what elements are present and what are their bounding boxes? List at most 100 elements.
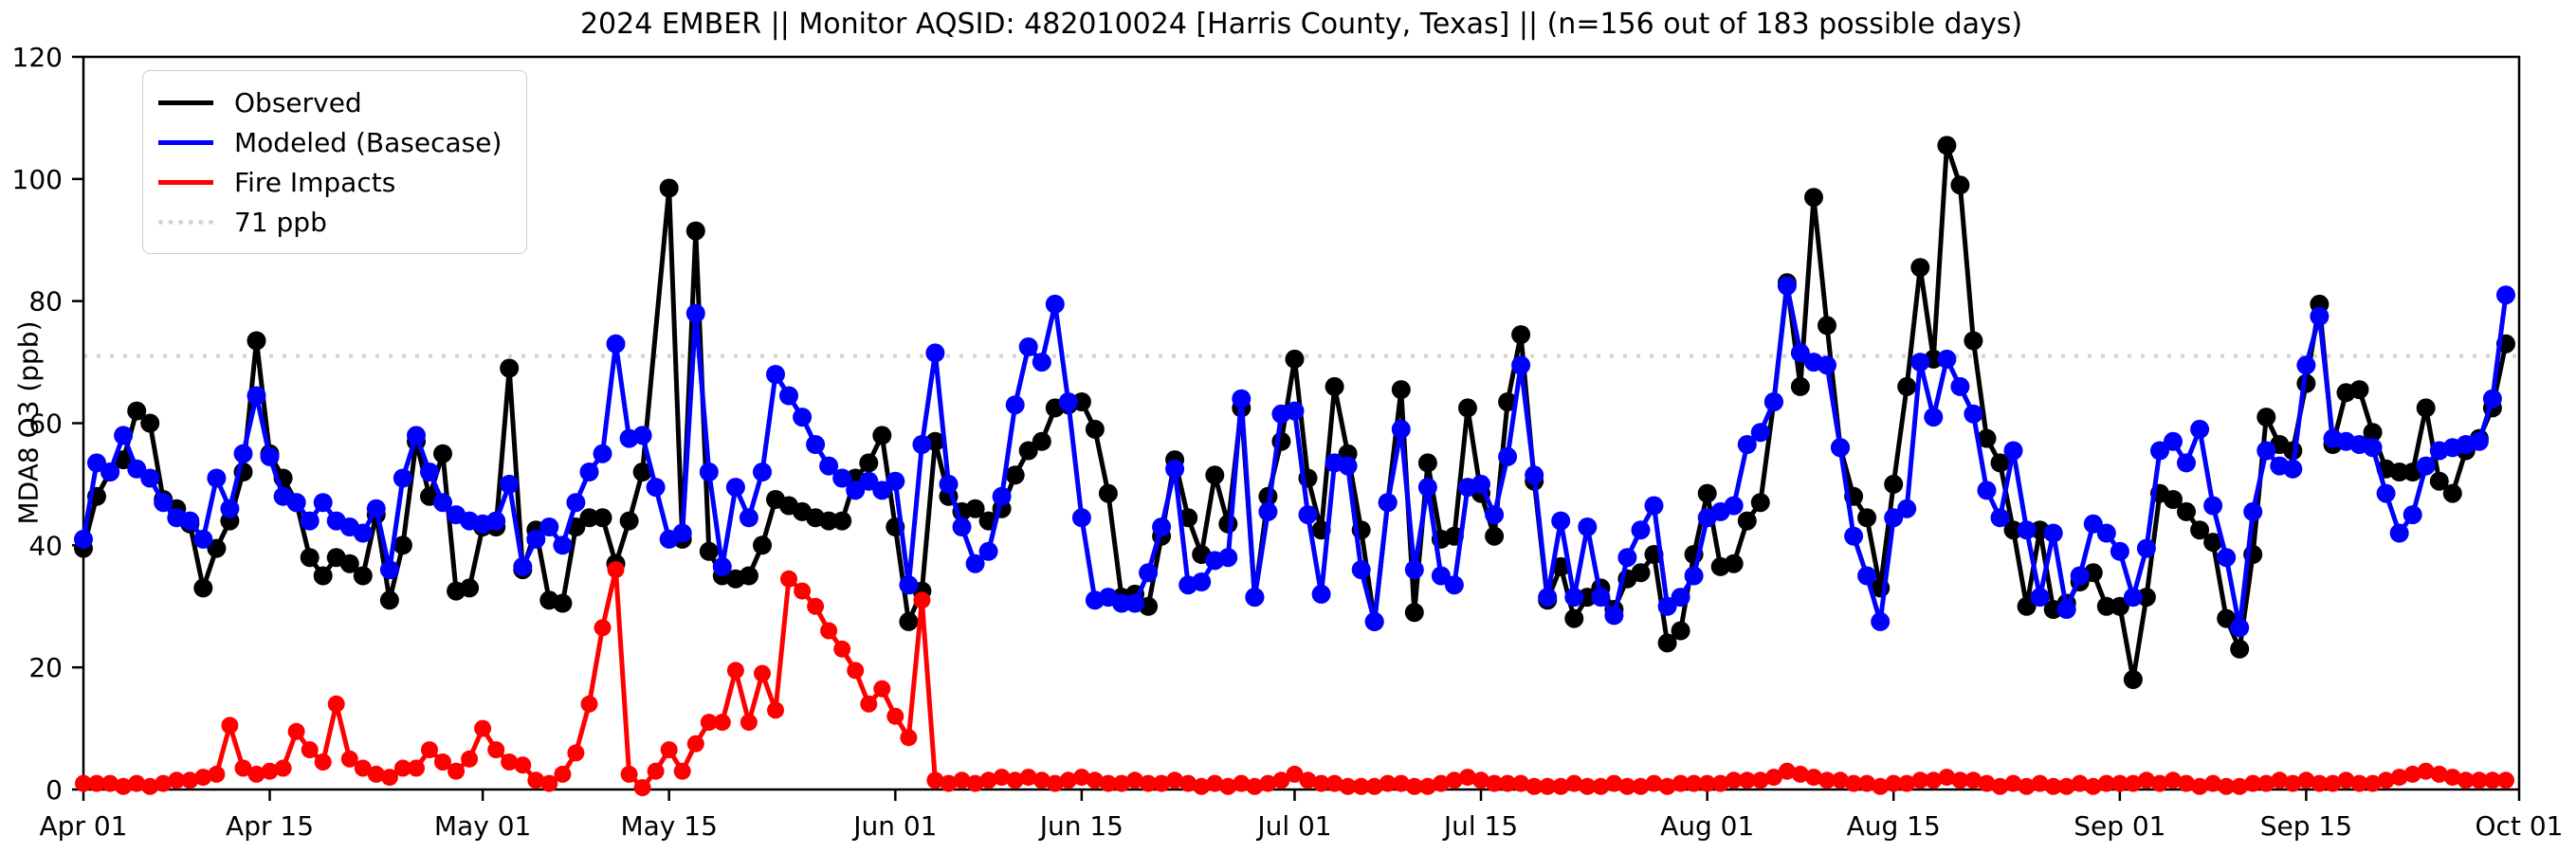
modeled-basecase--marker [1950,376,1970,396]
modeled-basecase--marker [1338,456,1358,476]
observed-marker [1458,398,1477,418]
fire-impacts-marker [1539,777,1557,795]
fire-impacts-marker [1259,774,1277,792]
observed-marker [1897,376,1917,396]
fire-impacts-marker [594,619,612,637]
x-tick-label: Apr 01 [40,810,128,842]
fire-impacts-marker [115,777,133,795]
observed-marker [1990,453,2010,473]
fire-impacts-marker [567,744,585,762]
observed-marker [500,358,520,378]
observed-marker [1737,511,1757,531]
fire-impacts-marker [1698,774,1716,792]
observed-marker [819,511,839,531]
modeled-basecase--marker [806,435,826,454]
observed-marker [1098,483,1118,503]
modeled-basecase--marker [500,474,520,494]
observed-marker [140,413,160,433]
modeled-basecase--marker [2296,355,2316,375]
fire-impacts-marker [1113,774,1130,792]
observed-marker [247,331,266,351]
observed-marker [1578,588,1598,608]
modeled-basecase--marker [766,365,785,384]
modeled-basecase--marker [1404,560,1424,580]
fire-impacts-marker [155,774,173,792]
fire-impacts-marker [1526,777,1544,795]
observed-marker [2177,501,2196,521]
modeled-basecase--marker [247,386,266,406]
observed-marker [2017,596,2037,616]
fire-impacts-marker [1006,771,1024,789]
fire-impacts-marker [2165,771,2182,789]
fire-impacts-marker [2311,774,2329,792]
fire-impacts-marker [660,741,678,759]
modeled-basecase--marker [872,481,892,500]
modeled-basecase--marker [1763,392,1783,411]
fire-impacts-marker [2110,774,2128,792]
x-tick-label: May 15 [620,810,717,842]
fire-impacts-marker [2218,777,2236,795]
modeled-basecase--marker [1684,566,1704,586]
y-tick-label: 0 [46,774,63,806]
modeled-basecase--marker [1564,588,1584,608]
fire-impacts-marker [2271,771,2289,789]
legend-label: Fire Impacts [234,166,396,198]
fire-impacts-marker [1512,774,1530,792]
fire-impacts-marker [2084,777,2102,795]
fire-impacts-marker [1019,769,1037,787]
fire-impacts-marker [1365,777,1383,795]
observed-marker [1857,508,1877,528]
fire-impacts-marker [2257,774,2275,792]
fire-impacts-marker [2443,769,2461,787]
modeled-basecase--marker [779,386,798,406]
modeled-basecase--marker [1631,520,1651,540]
fire-impacts-marker [873,680,891,698]
modeled-basecase--marker [300,511,320,531]
observed-marker [1018,441,1038,461]
observed-marker [393,535,412,555]
observed-marker [1657,633,1677,653]
modeled-basecase--marker [1005,395,1025,415]
modeled-basecase--marker [1192,572,1212,591]
fire-impacts-marker [833,640,851,658]
fire-impacts-marker [2137,771,2155,789]
legend-label: Modeled (Basecase) [234,126,502,158]
fire-impacts-marker [860,695,878,713]
fire-impacts-marker [979,771,997,789]
modeled-basecase--marker [1125,593,1144,613]
modeled-basecase--marker [420,463,439,481]
fire-impacts-marker [2403,765,2421,783]
modeled-basecase--marker [2230,618,2250,638]
modeled-basecase--marker [2177,453,2196,473]
fire-impacts-marker [1579,777,1597,795]
observed-marker [832,511,852,531]
modeled-basecase--marker [2164,431,2183,451]
modeled-basecase--marker [366,499,386,518]
fire-impacts-marker [2364,774,2382,792]
y-tick-label: 100 [12,164,63,195]
observed-marker [2256,408,2276,427]
modeled-basecase--marker [1444,575,1464,595]
fire-impacts-marker [1832,771,1849,789]
modeled-basecase--marker [2003,441,2023,461]
modeled-basecase--marker [1498,446,1518,466]
fire-impacts-marker [1432,774,1450,792]
modeled-basecase--marker [114,426,134,445]
modeled-basecase--marker [712,556,732,576]
fire-impacts-marker [1858,774,1876,792]
fire-impacts-marker [461,750,479,768]
fire-impacts-marker [686,735,704,753]
observed-marker [899,611,919,631]
fire-impacts-marker [434,753,451,771]
modeled-basecase--marker [2150,441,2169,461]
y-tick-label: 120 [12,42,63,73]
fire-impacts-marker [208,765,226,783]
fire-impacts-marker [1299,771,1317,789]
observed-marker [872,426,892,445]
fire-impacts-marker [1658,777,1676,795]
fire-impacts-marker [181,771,199,789]
observed-marker [2123,670,2143,689]
modeled-basecase--marker [1578,517,1598,536]
fire-impacts-marker [2204,774,2222,792]
